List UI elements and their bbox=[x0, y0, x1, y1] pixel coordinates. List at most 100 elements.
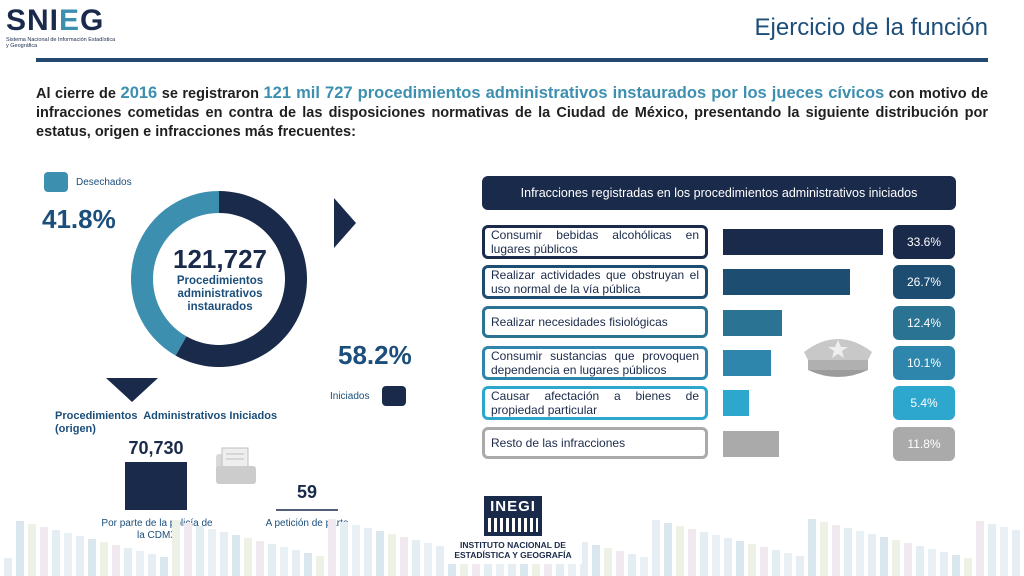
donut-label-iniciados: 58.2% bbox=[338, 340, 412, 370]
footer-deco-bar bbox=[436, 546, 444, 576]
inegi-logo-mark: INEGI bbox=[484, 496, 542, 536]
footer-deco-bar bbox=[76, 536, 84, 576]
infraction-bar-0 bbox=[723, 229, 883, 255]
footer-deco-bar bbox=[592, 545, 600, 576]
footer-deco-bar bbox=[856, 531, 864, 576]
origin-category-policia: Por parte de la policía de la CDMX bbox=[101, 518, 213, 541]
infraction-category-label: Consumir bebidas alcohólicas en lugares … bbox=[491, 228, 699, 256]
infraction-bar-5 bbox=[723, 431, 780, 457]
title-divider bbox=[36, 58, 988, 62]
footer-deco-bar bbox=[232, 535, 240, 576]
footer-deco-bar bbox=[172, 520, 180, 576]
intro-text-3: con motivo de infracciones cometidas en … bbox=[36, 86, 989, 140]
intro-text-1: Al cierre de bbox=[36, 86, 121, 102]
footer-deco-bar bbox=[652, 520, 660, 576]
infraction-category-label: Causar afectación a bienes de propiedad … bbox=[491, 389, 699, 417]
footer-deco-bar bbox=[208, 529, 216, 576]
footer-deco-bar bbox=[928, 549, 936, 576]
footer-deco-bar bbox=[700, 532, 708, 576]
footer-deco-bar bbox=[880, 537, 888, 576]
footer-deco-bar bbox=[292, 550, 300, 576]
donut-center: 121,727 Procedimientos administrativos i… bbox=[150, 244, 290, 314]
footer-deco-bar bbox=[100, 542, 108, 576]
footer-deco-bar bbox=[304, 553, 312, 576]
footer-deco-bar bbox=[808, 519, 816, 576]
footer-deco-bar bbox=[316, 556, 324, 576]
footer-deco-bar bbox=[868, 534, 876, 576]
infraction-category-label: Realizar actividades que obstruyan el us… bbox=[491, 268, 699, 296]
footer-deco-bar bbox=[148, 554, 156, 576]
footer-deco-bar bbox=[112, 545, 120, 576]
footer-deco-bar bbox=[916, 546, 924, 576]
footer-deco-bar bbox=[1012, 530, 1020, 576]
intro-year: 2016 bbox=[120, 84, 158, 102]
footer-deco-bar bbox=[256, 541, 264, 576]
inegi-logo-caption: INSTITUTO NACIONAL DE ESTADÍSTICA Y GEOG… bbox=[454, 540, 572, 560]
infraction-category-3: Consumir sustancias que provoquen depend… bbox=[482, 346, 708, 380]
origin-bar-chart bbox=[125, 462, 338, 511]
footer-deco-bar bbox=[676, 526, 684, 576]
footer-deco-bar bbox=[1000, 527, 1008, 576]
footer-deco-bar bbox=[820, 522, 828, 576]
footer-deco-bar bbox=[184, 523, 192, 576]
intro-highlight: 121 mil 727 procedimientos administrativ… bbox=[263, 84, 885, 102]
footer-deco-bar bbox=[988, 524, 996, 576]
origin-value-label-policia: 70,730 bbox=[128, 438, 184, 458]
footer-deco-bar bbox=[220, 532, 228, 576]
legend-label-iniciados: Iniciados bbox=[330, 391, 370, 402]
footer-deco-bar bbox=[772, 550, 780, 576]
footer-deco-bar bbox=[628, 554, 636, 576]
donut-slice-desechados bbox=[131, 191, 219, 356]
origin-bar-0 bbox=[125, 462, 187, 510]
sneg-logo: SNIEG Sistema Nacional de Información Es… bbox=[6, 6, 116, 54]
footer-deco-bar bbox=[40, 527, 48, 576]
infraction-category-label: Resto de las infracciones bbox=[491, 436, 626, 450]
footer-deco-bar bbox=[88, 539, 96, 576]
footer-deco-bar bbox=[244, 538, 252, 576]
footer-deco-bar bbox=[484, 558, 492, 576]
footer-deco-bar bbox=[28, 524, 36, 576]
infraction-category-5: Resto de las infracciones bbox=[482, 427, 708, 459]
footer-deco-bar bbox=[424, 543, 432, 576]
infraction-bar-2 bbox=[723, 310, 783, 336]
footer-deco-bar bbox=[364, 528, 372, 576]
donut-label-desechados: 41.8% bbox=[42, 204, 116, 234]
legend-swatch-desechados bbox=[44, 172, 68, 192]
footer-deco-bar bbox=[832, 525, 840, 576]
origin-chart-title: Procedimientos Administrativos Iniciados… bbox=[55, 410, 281, 435]
footer-deco-bar bbox=[460, 552, 468, 576]
footer-deco-bar bbox=[712, 535, 720, 576]
infraction-bar-1 bbox=[723, 269, 851, 295]
infraction-value-badge-2: 12.4% bbox=[893, 306, 955, 340]
donut-center-label: Procedimientos administrativos instaurad… bbox=[176, 275, 264, 313]
footer-deco-bar bbox=[160, 557, 168, 576]
footer-deco-bar bbox=[904, 543, 912, 576]
donut-chart bbox=[131, 191, 307, 367]
footer-deco-bar bbox=[724, 538, 732, 576]
intro-text-2: se registraron bbox=[157, 86, 264, 102]
donut-center-value: 121,727 bbox=[173, 244, 267, 274]
footer-deco-bar bbox=[136, 551, 144, 576]
footer-deco-bar bbox=[580, 542, 588, 576]
footer-deco-bar bbox=[964, 558, 972, 576]
police-cap-icon bbox=[804, 339, 872, 377]
footer-deco-bar bbox=[400, 537, 408, 576]
slide-title: Ejercicio de la función bbox=[754, 14, 988, 41]
footer-deco-bar bbox=[352, 525, 360, 576]
infraction-category-label: Consumir sustancias que provoquen depend… bbox=[491, 349, 699, 377]
infraction-value-badge-3: 10.1% bbox=[893, 346, 955, 380]
legend-swatch-iniciados bbox=[382, 386, 406, 406]
infraction-value-badge-5: 11.8% bbox=[893, 427, 955, 461]
footer-deco-bar bbox=[784, 553, 792, 576]
footer-deco-bar bbox=[640, 557, 648, 576]
infraction-category-4: Causar afectación a bienes de propiedad … bbox=[482, 386, 708, 420]
footer-deco-bar bbox=[688, 529, 696, 576]
footer-deco-bar bbox=[604, 548, 612, 576]
footer-deco-bar bbox=[892, 540, 900, 576]
donut-slice-iniciados bbox=[175, 191, 307, 367]
footer-deco-bar bbox=[664, 523, 672, 576]
footer-deco-bar bbox=[388, 534, 396, 576]
footer-deco-bar bbox=[412, 540, 420, 576]
arrow-right-icon bbox=[334, 198, 356, 248]
infraction-category-2: Realizar necesidades fisiológicas bbox=[482, 306, 708, 338]
